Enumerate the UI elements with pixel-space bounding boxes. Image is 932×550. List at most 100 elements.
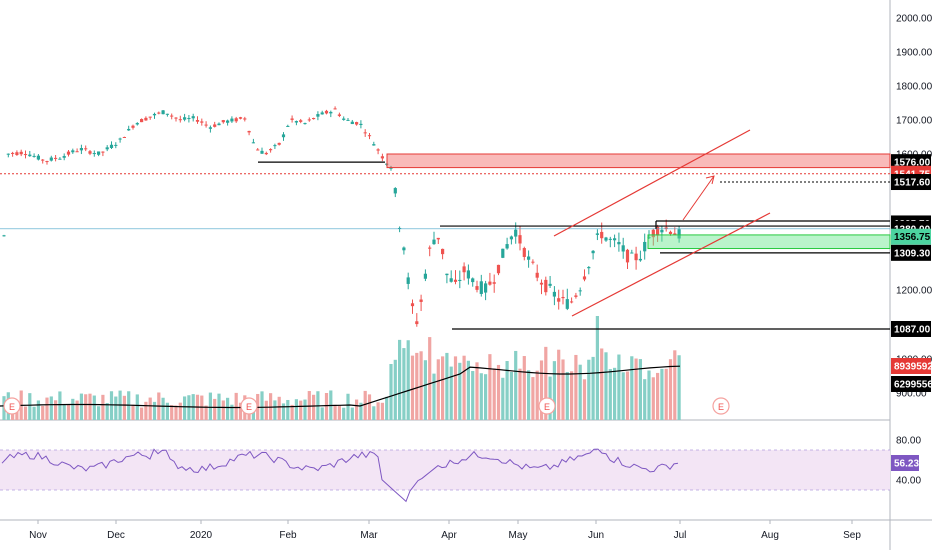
candle bbox=[625, 248, 630, 269]
candle-body bbox=[92, 153, 96, 155]
candle bbox=[97, 151, 101, 157]
candle-body bbox=[131, 125, 135, 128]
candle-body bbox=[544, 279, 548, 293]
volume-bar bbox=[66, 404, 71, 420]
volume-bar bbox=[376, 402, 380, 420]
candle bbox=[264, 151, 268, 156]
candle bbox=[462, 262, 466, 281]
candle bbox=[286, 124, 290, 127]
rsi-pane bbox=[0, 448, 890, 503]
candle-body bbox=[41, 159, 45, 161]
volume-bar bbox=[208, 392, 212, 420]
candle bbox=[23, 150, 28, 159]
volume-bar bbox=[75, 400, 79, 420]
candle-body bbox=[204, 124, 208, 126]
time-tick-label: Aug bbox=[761, 530, 779, 541]
candle bbox=[656, 224, 660, 242]
earnings-label: E bbox=[544, 402, 550, 412]
resistance-zone bbox=[386, 153, 891, 169]
candle bbox=[432, 231, 436, 245]
volume-bar bbox=[660, 368, 664, 420]
candle-body bbox=[161, 110, 165, 115]
candle bbox=[415, 313, 419, 327]
time-tick-label: Jul bbox=[674, 530, 687, 541]
volume-bar bbox=[290, 404, 294, 420]
candle bbox=[45, 160, 49, 165]
candle bbox=[638, 250, 642, 262]
candle bbox=[114, 142, 118, 149]
price-tag-bg bbox=[891, 244, 931, 261]
volume-bar bbox=[97, 406, 101, 420]
time-axis[interactable]: Nov Dec 2020 Feb Mar Apr May Jun Jul Aug Sep bbox=[29, 520, 861, 541]
candle-body bbox=[548, 283, 552, 286]
volume-bar bbox=[303, 399, 307, 420]
volume-bar bbox=[428, 337, 432, 420]
candle bbox=[277, 142, 281, 146]
candle bbox=[617, 232, 621, 252]
candle-body bbox=[625, 249, 630, 263]
volume-bar bbox=[277, 396, 281, 420]
volume-bar bbox=[92, 395, 96, 420]
candle bbox=[140, 118, 144, 123]
volume-bar bbox=[479, 373, 483, 420]
volume-bar bbox=[324, 393, 329, 420]
price-tag: 1309.30 bbox=[891, 244, 931, 261]
volume-bar bbox=[264, 400, 268, 420]
candle-body bbox=[428, 247, 432, 249]
candle bbox=[527, 250, 531, 268]
candle-body bbox=[170, 115, 174, 117]
candle bbox=[75, 148, 79, 153]
volume-bar bbox=[58, 391, 62, 420]
candle-body bbox=[36, 155, 40, 160]
candle bbox=[281, 132, 286, 141]
candle-body bbox=[441, 248, 445, 255]
candle-body bbox=[294, 121, 298, 123]
volume-bar bbox=[101, 394, 105, 420]
candle-body bbox=[643, 241, 647, 252]
candle bbox=[299, 118, 303, 124]
volume-bar bbox=[432, 373, 436, 420]
candle-body bbox=[673, 233, 677, 236]
volume-bar bbox=[342, 407, 346, 420]
candle-body bbox=[522, 248, 526, 257]
candle bbox=[84, 145, 88, 152]
candle bbox=[324, 109, 329, 115]
candle bbox=[501, 248, 505, 259]
earnings-label: E bbox=[246, 402, 252, 412]
candle bbox=[445, 273, 449, 284]
candle bbox=[634, 246, 638, 270]
candle-body bbox=[66, 151, 71, 155]
volume-bar bbox=[578, 364, 582, 420]
volume-bar bbox=[677, 355, 681, 420]
volume-bar bbox=[617, 354, 621, 420]
candle bbox=[643, 233, 647, 260]
candle-body bbox=[402, 247, 406, 251]
volume-bar bbox=[333, 404, 337, 420]
candle-body bbox=[337, 114, 341, 116]
candle bbox=[342, 116, 346, 121]
price-tag-label: 1517.60 bbox=[894, 178, 931, 189]
price-axis[interactable]: 2000.001900.001800.001700.001600.001200.… bbox=[891, 14, 932, 487]
candle-body bbox=[608, 238, 612, 240]
drawings bbox=[0, 129, 891, 330]
candle bbox=[398, 226, 402, 233]
volume-ma-line bbox=[0, 365, 681, 409]
candle bbox=[187, 115, 191, 123]
volume-bar bbox=[471, 371, 475, 420]
volume-bar bbox=[410, 355, 415, 420]
channel-lower-line bbox=[571, 212, 771, 317]
volume-bar bbox=[346, 393, 350, 420]
candle-body bbox=[183, 117, 187, 120]
candle-body bbox=[11, 152, 15, 154]
candle bbox=[88, 149, 92, 156]
candle bbox=[11, 151, 15, 157]
volume-bar bbox=[140, 407, 144, 420]
volume-bar bbox=[355, 399, 359, 420]
candle-body bbox=[122, 136, 126, 138]
candle-body bbox=[488, 281, 492, 285]
price-tag-label: 1356.75 bbox=[894, 232, 931, 243]
candle-body bbox=[84, 148, 88, 150]
volume-bar bbox=[45, 397, 49, 420]
